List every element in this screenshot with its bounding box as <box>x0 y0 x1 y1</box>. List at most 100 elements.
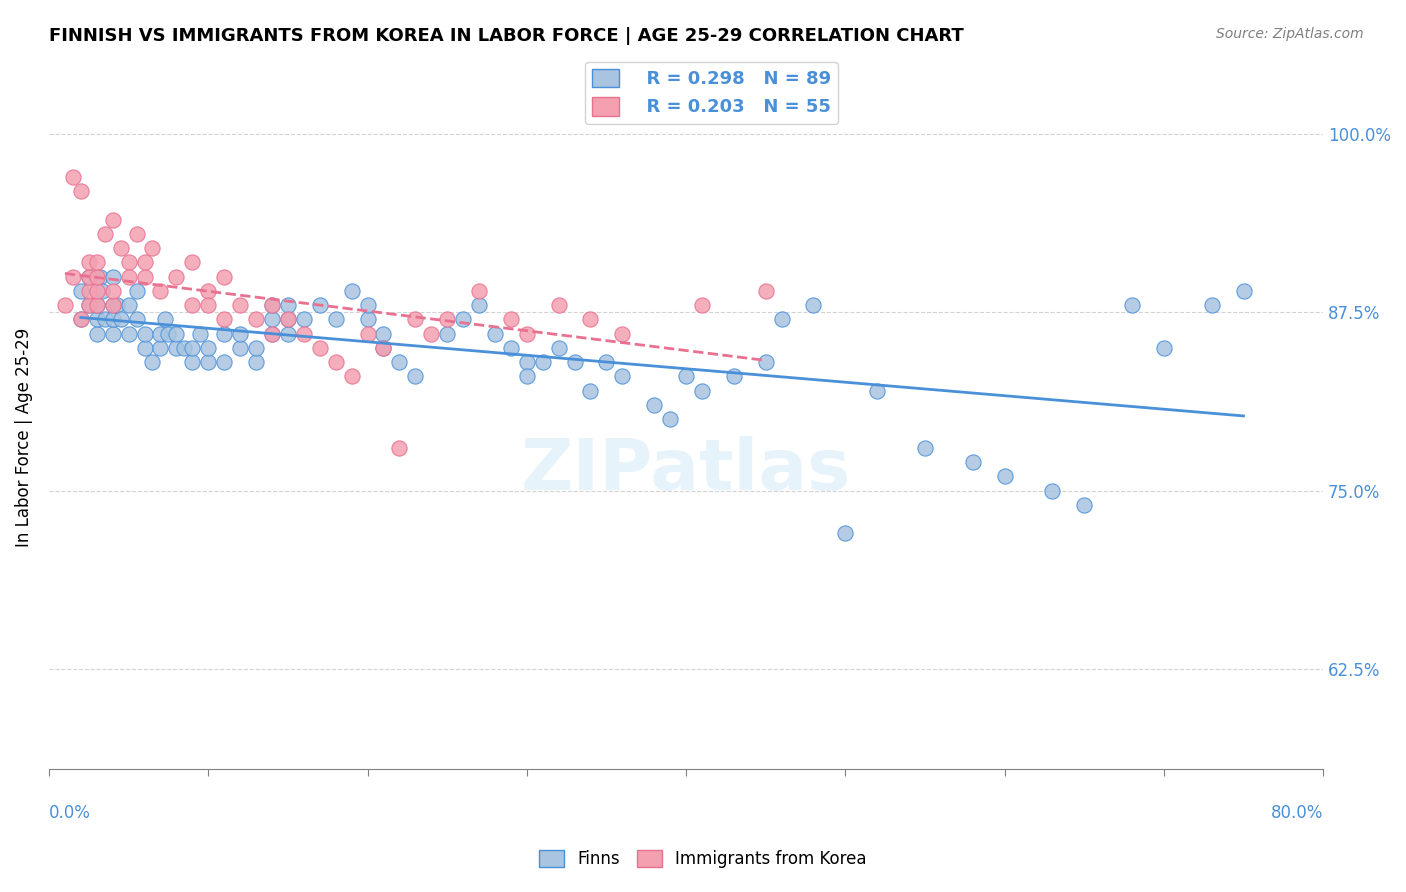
Point <box>69 284 91 298</box>
Point <box>755 355 778 369</box>
Point <box>723 369 745 384</box>
Point <box>134 341 156 355</box>
Point <box>675 369 697 384</box>
Point <box>117 298 139 312</box>
Point <box>86 312 108 326</box>
Point <box>86 298 108 312</box>
Point <box>117 326 139 341</box>
Point <box>1073 498 1095 512</box>
Point <box>277 312 299 326</box>
Point <box>404 369 426 384</box>
Point <box>77 298 100 312</box>
Point <box>107 298 129 312</box>
Point <box>468 284 491 298</box>
Point <box>404 312 426 326</box>
Point <box>516 326 538 341</box>
Point <box>579 384 602 398</box>
Point <box>117 269 139 284</box>
Point <box>325 312 347 326</box>
Point <box>181 298 204 312</box>
Point <box>125 284 148 298</box>
Point <box>101 269 124 284</box>
Point <box>165 341 187 355</box>
Point <box>134 269 156 284</box>
Point <box>134 255 156 269</box>
Point <box>690 298 713 312</box>
Point <box>212 269 235 284</box>
Point <box>770 312 793 326</box>
Point <box>197 298 219 312</box>
Point <box>260 298 283 312</box>
Point <box>308 298 330 312</box>
Point <box>149 326 172 341</box>
Point <box>516 355 538 369</box>
Point <box>340 369 363 384</box>
Point <box>110 312 132 326</box>
Point <box>595 355 617 369</box>
Point <box>547 298 569 312</box>
Legend: Finns, Immigrants from Korea: Finns, Immigrants from Korea <box>533 843 873 875</box>
Point <box>340 284 363 298</box>
Point <box>468 298 491 312</box>
Point <box>516 369 538 384</box>
Point <box>101 212 124 227</box>
Point <box>69 312 91 326</box>
Point <box>62 269 84 284</box>
Point <box>141 241 163 255</box>
Point <box>260 326 283 341</box>
Point <box>373 341 395 355</box>
Point <box>612 326 634 341</box>
Point <box>277 326 299 341</box>
Point <box>110 241 132 255</box>
Point <box>866 384 889 398</box>
Text: 80.0%: 80.0% <box>1271 805 1323 822</box>
Point <box>245 355 267 369</box>
Point <box>93 312 115 326</box>
Point <box>101 312 124 326</box>
Point <box>277 312 299 326</box>
Text: ZIPatlas: ZIPatlas <box>522 435 851 505</box>
Point <box>531 355 554 369</box>
Point <box>181 341 204 355</box>
Point <box>547 341 569 355</box>
Point <box>181 255 204 269</box>
Point <box>86 326 108 341</box>
Point <box>77 255 100 269</box>
Point <box>612 369 634 384</box>
Point <box>165 269 187 284</box>
Point <box>1232 284 1254 298</box>
Point <box>86 255 108 269</box>
Point <box>134 326 156 341</box>
Point <box>356 312 378 326</box>
Point <box>325 355 347 369</box>
Point <box>90 284 112 298</box>
Point <box>165 326 187 341</box>
Point <box>755 284 778 298</box>
Point <box>1201 298 1223 312</box>
Point <box>499 312 522 326</box>
Point <box>1040 483 1063 498</box>
Point <box>356 298 378 312</box>
Point <box>101 298 124 312</box>
Point <box>141 355 163 369</box>
Point <box>229 298 252 312</box>
Point <box>188 326 211 341</box>
Point <box>484 326 506 341</box>
Point <box>260 326 283 341</box>
Point <box>1121 298 1143 312</box>
Point <box>834 526 856 541</box>
Point <box>101 326 124 341</box>
Point <box>155 312 177 326</box>
Point <box>125 227 148 241</box>
Point <box>994 469 1017 483</box>
Point <box>643 398 665 412</box>
Point <box>69 312 91 326</box>
Point <box>962 455 984 469</box>
Point <box>69 184 91 198</box>
Point <box>245 312 267 326</box>
Point <box>77 284 100 298</box>
Point <box>86 298 108 312</box>
Point <box>579 312 602 326</box>
Point <box>117 255 139 269</box>
Point <box>125 312 148 326</box>
